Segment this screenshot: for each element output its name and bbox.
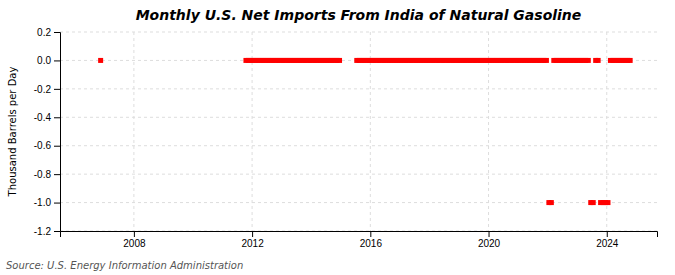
- tick-label: 0.2: [37, 27, 51, 38]
- tick-mark: [607, 231, 608, 237]
- tick-label: -0.6: [34, 140, 52, 151]
- tick-label: 2008: [123, 238, 146, 249]
- tick: 2016: [360, 231, 383, 249]
- tick-label: 2024: [596, 238, 619, 249]
- grid-line-x: [133, 32, 134, 231]
- point: [605, 200, 610, 205]
- points: [98, 58, 633, 205]
- grid-line-y: [60, 174, 657, 175]
- point: [549, 200, 554, 205]
- axis-line: [61, 232, 658, 238]
- tick-mark: [54, 89, 60, 90]
- tick-label: 2012: [241, 238, 264, 249]
- tick-label: -0.4: [34, 112, 52, 123]
- tick-label: -0.2: [34, 84, 52, 95]
- tick-mark: [370, 231, 371, 237]
- tick-mark: [54, 146, 60, 147]
- point: [628, 58, 633, 63]
- tick-label: -1.2: [34, 226, 52, 237]
- chart-container: 2008 2012 2016 2020 2024 0.2 0.0 -0.2 -0.4 -0.6 -0…: [0, 0, 675, 275]
- tick: -1.0: [34, 197, 60, 208]
- tick-mark: [134, 231, 135, 237]
- tick: 2024: [596, 231, 619, 249]
- tick-mark: [252, 231, 253, 237]
- tick: 2020: [478, 231, 501, 249]
- tick-mark: [489, 231, 490, 237]
- tick: 2012: [241, 231, 264, 249]
- grid: [60, 32, 657, 231]
- point: [98, 58, 103, 63]
- tick-label: 2016: [360, 238, 383, 249]
- tick-label: -1.0: [34, 197, 52, 208]
- axis-line: [54, 33, 61, 232]
- grid-line-y: [60, 202, 657, 203]
- source-note: Source: U.S. Energy Information Administ…: [6, 260, 243, 271]
- tick: 0.2: [37, 27, 60, 38]
- point: [586, 58, 591, 63]
- tick: -0.2: [34, 84, 60, 95]
- point: [337, 58, 342, 63]
- tick-mark: [54, 174, 60, 175]
- point: [544, 58, 549, 63]
- tick-mark: [54, 231, 60, 232]
- chart-svg: 2008 2012 2016 2020 2024 0.2 0.0 -0.2 -0.4 -0.6 -0…: [0, 0, 675, 275]
- point: [596, 58, 601, 63]
- tick-mark: [54, 117, 60, 118]
- x-axis: 2008 2012 2016 2020 2024: [61, 231, 658, 249]
- grid-line-y: [60, 32, 657, 33]
- grid-line-y: [60, 145, 657, 146]
- y-axis-label: Thousand Barrels per Day: [7, 67, 18, 198]
- tick: -0.4: [34, 112, 60, 123]
- point: [591, 200, 596, 205]
- grid-line-y: [60, 88, 657, 89]
- tick: -0.8: [34, 169, 60, 180]
- title: Monthly U.S. Net Imports From India of N…: [136, 7, 582, 23]
- tick-label: -0.8: [34, 169, 52, 180]
- tick-label: 0.0: [37, 55, 51, 66]
- tick-label: 2020: [478, 238, 501, 249]
- grid-line-y: [60, 117, 657, 118]
- tick-mark: [54, 203, 60, 204]
- tick: 0.0: [37, 55, 60, 66]
- tick: 2008: [123, 231, 146, 249]
- plot-area: 2008 2012 2016 2020 2024 0.2 0.0 -0.2 -0.4 -0.6 -0…: [34, 27, 658, 249]
- tick: -0.6: [34, 140, 60, 151]
- tick-mark: [54, 32, 60, 33]
- tick-mark: [54, 60, 60, 61]
- y-axis: 0.2 0.0 -0.2 -0.4 -0.6 -0.8 -1.0 -1.2: [34, 27, 61, 237]
- tick: -1.2: [34, 226, 60, 237]
